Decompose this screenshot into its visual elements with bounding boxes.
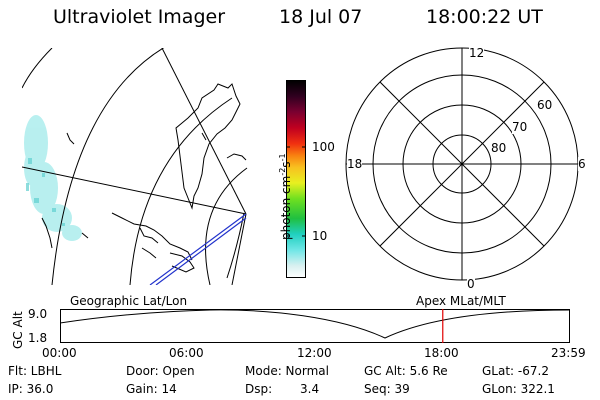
time-label: 18:00:22 UT <box>426 6 543 28</box>
mlat-label-80: 80 <box>491 141 507 155</box>
coastlines <box>41 83 247 273</box>
geographic-map <box>22 48 248 285</box>
altitude-curve <box>60 309 570 339</box>
colorbar-tick-100: 100 <box>312 140 335 154</box>
mlt-label-6: 6 <box>578 157 586 171</box>
ip-info: IP: 36.0 <box>8 382 54 396</box>
colorbar-unit-label: photon cm-2s-1 <box>278 153 293 240</box>
dsp-value: 3.4 <box>300 382 320 396</box>
gain-info: Gain: 14 <box>126 382 177 396</box>
mlt-label-12: 12 <box>469 46 485 60</box>
mlt-label-0: 0 <box>467 277 475 291</box>
mlt-label-18: 18 <box>347 157 363 171</box>
aurora-emission <box>24 115 82 241</box>
mode-info: Mode: Normal <box>245 364 329 378</box>
dsp-label: Dsp: <box>245 382 273 396</box>
latitude-grid <box>22 48 248 285</box>
track-y-tick-9: 9.0 <box>28 307 48 321</box>
track-y-tick-1-8: 1.8 <box>28 331 48 345</box>
track-x-tick-2359: 23:59 <box>551 346 586 360</box>
color-scale-bar <box>286 80 306 278</box>
track-x-tick-0000: 00:00 <box>42 346 77 360</box>
glat-info: GLat: -67.2 <box>482 364 549 378</box>
track-x-tick-0600: 06:00 <box>169 346 204 360</box>
instrument-title: Ultraviolet Imager <box>53 6 226 28</box>
date-label: 18 Jul 07 <box>279 6 363 28</box>
door-info: Door: Open <box>126 364 195 378</box>
track-x-tick-1200: 12:00 <box>297 346 332 360</box>
polar-mlt-grid <box>345 47 579 281</box>
altitude-track-plot <box>60 309 570 343</box>
satellite-track <box>149 213 247 285</box>
track-x-tick-1800: 18:00 <box>424 346 459 360</box>
mlat-label-70: 70 <box>512 120 528 134</box>
mlat-label-60: 60 <box>537 98 553 112</box>
track-left-title: Geographic Lat/Lon <box>70 294 188 308</box>
gc-alt-info: GC Alt: 5.6 Re <box>364 364 448 378</box>
track-right-title: Apex MLat/MLT <box>416 294 506 308</box>
filter-info: Flt: LBHL <box>8 364 62 378</box>
seq-info: Seq: 39 <box>364 382 410 396</box>
glon-info: GLon: 322.1 <box>482 382 555 396</box>
track-y-label: GC Alt <box>11 311 25 349</box>
colorbar-tick-10: 10 <box>312 229 328 243</box>
